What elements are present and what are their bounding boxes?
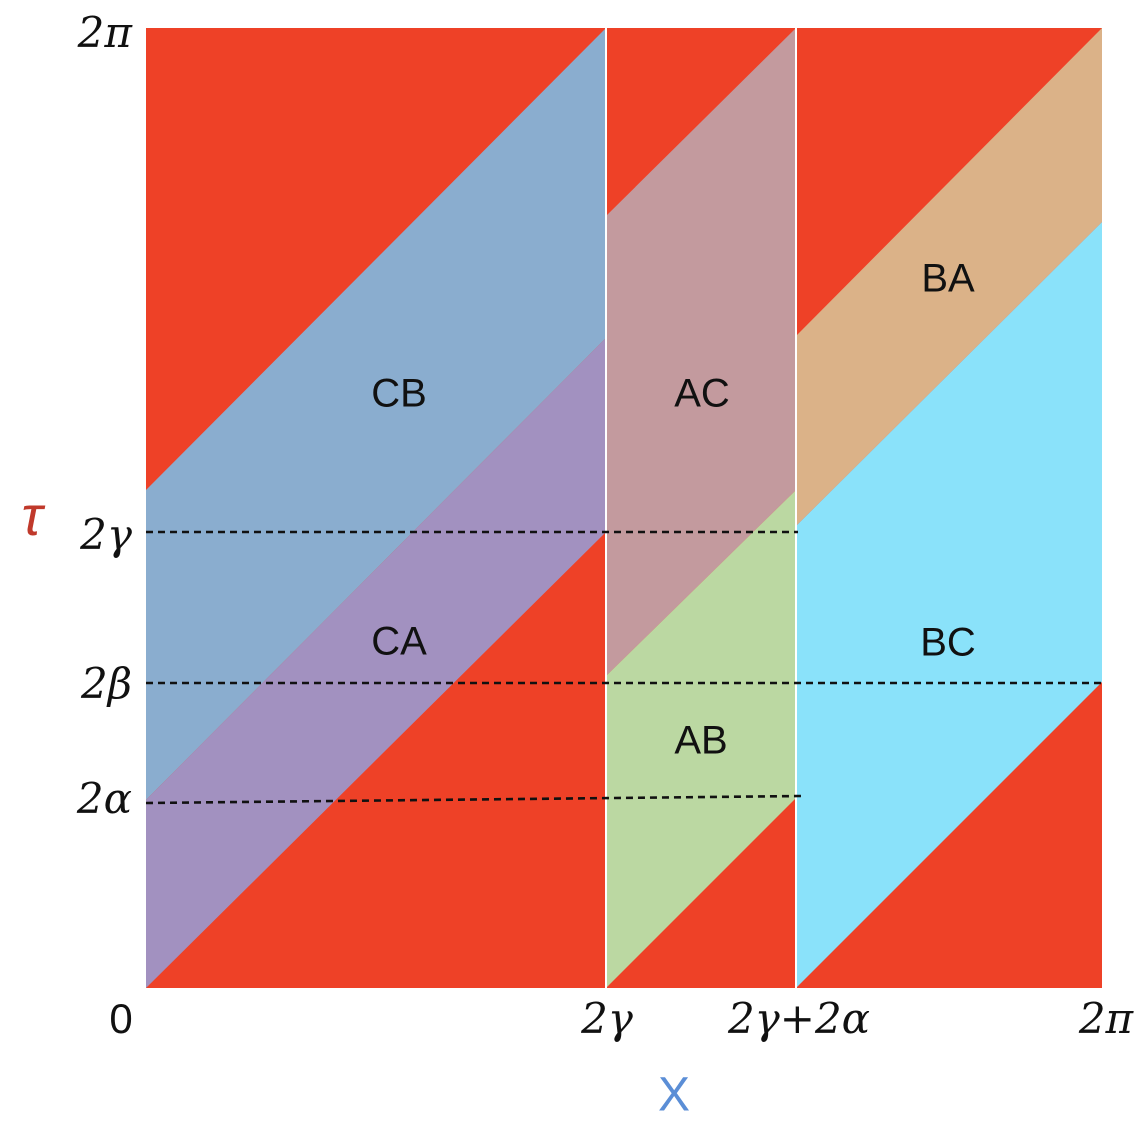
- x-tick-2pi: 2π: [1078, 994, 1135, 1043]
- y-tick-2pi: 2π: [77, 8, 134, 57]
- region-bc: [796, 222, 1102, 988]
- region-label-bc: BC: [920, 621, 976, 665]
- x-tick-2gamma-plus-2alpha: 2γ+2α: [727, 994, 870, 1043]
- x-tick-2gamma: 2γ: [580, 994, 634, 1043]
- region-ac: [606, 28, 796, 676]
- region-label-ca: CA: [371, 620, 427, 664]
- region-ab: [606, 490, 796, 988]
- region-label-ab: AB: [674, 719, 727, 763]
- x-tick-0: 0: [109, 995, 132, 1042]
- guide-line-2alpha: [145, 794, 803, 805]
- y-tick-2gamma: 2γ: [79, 510, 133, 559]
- region-label-cb: CB: [371, 372, 427, 416]
- region-cb: [146, 28, 606, 800]
- x-axis-title: X: [658, 1069, 690, 1122]
- region-ca: [146, 338, 606, 988]
- region-label-ba: BA: [921, 257, 975, 301]
- region-ba: [796, 28, 1102, 526]
- y-axis-title: τ: [22, 484, 46, 547]
- y-tick-2alpha: 2α: [76, 774, 132, 823]
- y-tick-2beta: 2β: [80, 659, 132, 708]
- region-label-ac: AC: [674, 372, 730, 416]
